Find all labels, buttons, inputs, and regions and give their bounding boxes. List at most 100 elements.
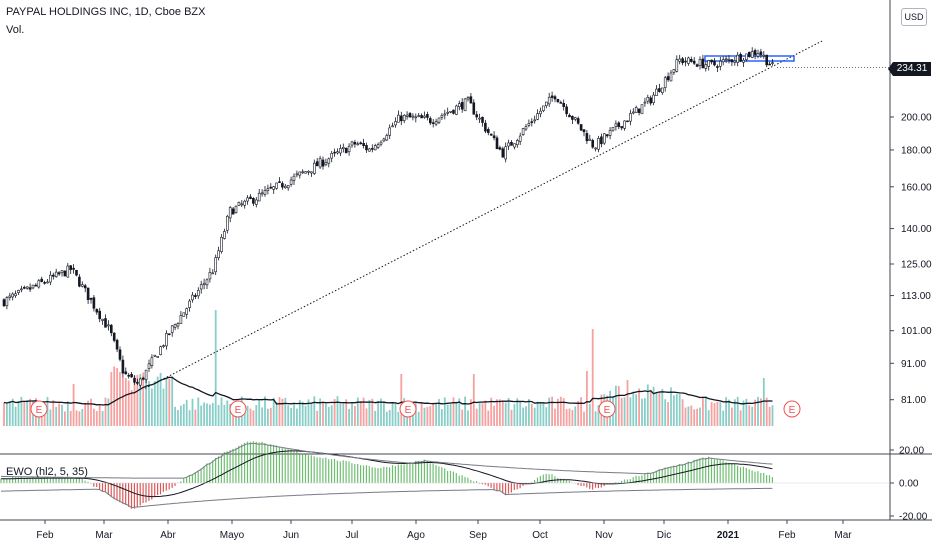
earnings-marker-label[interactable]: E	[604, 405, 611, 416]
volume-bar	[52, 400, 55, 426]
candle-body	[17, 289, 20, 293]
candle-body	[634, 107, 638, 113]
volume-bar	[675, 394, 678, 426]
volume-bar	[417, 411, 420, 426]
volume-bar	[206, 403, 208, 426]
candle-body	[408, 113, 412, 118]
ewo-legend[interactable]: EWO (hl2, 5, 35)	[6, 466, 88, 478]
candle-body	[197, 290, 200, 297]
earnings-marker-circle[interactable]	[229, 400, 247, 418]
volume-bar	[710, 402, 713, 426]
volume-bar	[629, 397, 632, 426]
earnings-marker-circle[interactable]	[30, 400, 48, 418]
volume-bar	[211, 402, 214, 426]
volume-bar	[180, 405, 182, 426]
candle-body	[194, 295, 197, 297]
volume-bar	[414, 401, 417, 426]
candle-body	[208, 272, 212, 280]
candle-body	[295, 173, 299, 176]
volume-bar	[165, 377, 168, 426]
candle-body	[649, 97, 653, 104]
candle-body	[539, 110, 542, 115]
volume-bar	[252, 410, 255, 426]
candle-body	[69, 265, 72, 270]
volume-bar	[229, 404, 232, 426]
candle-body	[455, 105, 458, 115]
last-price-label: 234.31	[888, 62, 931, 76]
candle-body	[559, 102, 563, 104]
candle-body	[521, 128, 525, 135]
candle-body	[553, 96, 557, 100]
candle-body	[31, 284, 35, 289]
volume-bar	[217, 405, 220, 426]
earnings-marker-circle[interactable]	[783, 400, 801, 418]
symbol-title[interactable]: PAYPAL HOLDINGS INC, 1D, Cboe BZX	[6, 6, 206, 18]
volume-bar	[365, 408, 368, 426]
volume-bar	[510, 409, 513, 426]
volume-bar	[646, 384, 649, 426]
candle-body	[460, 102, 464, 110]
candle-body	[423, 115, 426, 118]
volume-bar	[435, 403, 437, 426]
earnings-marker-label[interactable]: E	[235, 405, 242, 416]
volume-bar	[539, 402, 542, 426]
volume-bar	[548, 397, 551, 426]
candle-body	[57, 272, 61, 275]
trendline[interactable]	[144, 40, 823, 389]
volume-bar	[519, 400, 522, 426]
volume-bar	[713, 403, 716, 426]
candle-body	[695, 64, 699, 67]
volume-bar	[400, 374, 403, 426]
candle-body	[98, 310, 101, 320]
volume-bar	[293, 404, 295, 426]
volume-bar	[130, 390, 133, 426]
candle-body	[457, 103, 461, 107]
volume-bar	[156, 376, 159, 426]
volume-bar	[267, 408, 269, 426]
volume-bar	[501, 400, 504, 426]
volume-bar	[139, 373, 142, 426]
volume-bar	[568, 408, 571, 426]
volume-bar	[339, 402, 342, 426]
candle-body	[147, 363, 151, 369]
volume-legend[interactable]: Vol.	[6, 24, 25, 36]
candle-body	[95, 309, 99, 313]
earnings-marker-circle[interactable]	[399, 400, 417, 418]
volume-bar	[385, 411, 388, 426]
volume-bar	[768, 406, 771, 426]
candle-body	[655, 88, 658, 96]
candle-body	[394, 121, 397, 126]
candle-body	[191, 294, 194, 301]
volume-bar	[754, 399, 756, 426]
volume-bar	[487, 410, 490, 426]
candle-body	[684, 60, 687, 63]
candle-body	[698, 59, 702, 66]
candle-body	[640, 104, 644, 115]
earnings-marker-label[interactable]: E	[405, 405, 412, 416]
volume-bar	[246, 405, 249, 426]
volume-bar	[330, 405, 333, 426]
earnings-marker-label[interactable]: E	[789, 405, 796, 416]
volume-bar	[145, 376, 147, 426]
earnings-marker-circle[interactable]	[598, 400, 616, 418]
volume-bar	[298, 400, 301, 426]
candle-body	[139, 378, 142, 386]
volume-bar	[693, 409, 696, 426]
candle-body	[750, 51, 754, 58]
volume-bar	[530, 403, 533, 426]
currency-badge[interactable]: USD	[901, 8, 927, 26]
candle-body	[22, 287, 26, 289]
candle-body	[318, 158, 322, 168]
price-tick-label: 160.00	[901, 182, 932, 193]
candle-body	[252, 197, 255, 204]
candle-body	[542, 105, 545, 112]
candle-body	[585, 133, 589, 142]
volume-bar	[722, 410, 725, 426]
volume-bar	[87, 400, 89, 426]
volume-bar	[707, 410, 710, 426]
candle-body	[339, 148, 342, 154]
volume-bar	[536, 401, 539, 426]
earnings-marker-label[interactable]: E	[36, 405, 43, 416]
candle-body	[5, 297, 9, 307]
